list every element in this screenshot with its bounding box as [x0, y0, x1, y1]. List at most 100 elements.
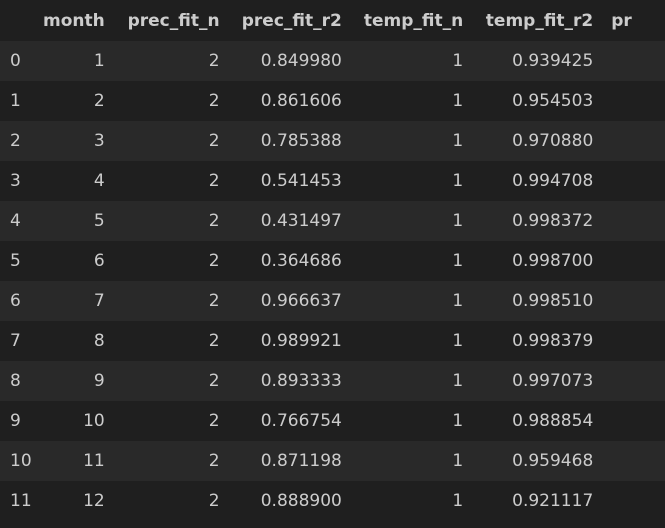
table-row: 1 2 2 0.861606 1 0.954503 [0, 81, 665, 121]
column-header-temp-fit-r2: temp_fit_r2 [485, 10, 594, 31]
cell-month: 8 [93, 331, 105, 351]
row-index: 2 [10, 131, 21, 151]
cell-prec-fit-r2: 0.871198 [260, 451, 342, 471]
cell-temp-fit-r2: 0.998510 [512, 291, 594, 311]
cell-prec-fit-r2: 0.766754 [260, 411, 342, 431]
cell-prec-fit-n: 2 [208, 291, 220, 311]
cell-month: 5 [93, 211, 105, 231]
table-row: 4 5 2 0.431497 1 0.998372 [0, 201, 665, 241]
cell-truncated [603, 41, 665, 81]
cell-truncated [603, 201, 665, 241]
cell-temp-fit-r2: 0.997073 [512, 371, 594, 391]
cell-temp-fit-n: 1 [452, 371, 464, 391]
cell-month: 2 [93, 91, 105, 111]
cell-truncated [603, 281, 665, 321]
cell-prec-fit-r2: 0.541453 [260, 171, 342, 191]
column-header-truncated: pr [611, 10, 632, 31]
cell-prec-fit-n: 2 [208, 91, 220, 111]
cell-truncated [603, 81, 665, 121]
table-row: 3 4 2 0.541453 1 0.994708 [0, 161, 665, 201]
table-row: 5 6 2 0.364686 1 0.998700 [0, 241, 665, 281]
cell-month: 12 [83, 491, 105, 511]
row-index: 7 [10, 331, 21, 351]
header-row: month prec_fit_n prec_fit_r2 temp_fit_n … [0, 0, 665, 41]
cell-prec-fit-n: 2 [208, 371, 220, 391]
column-header-month: month [42, 10, 105, 31]
row-index: 11 [10, 491, 32, 511]
cell-temp-fit-n: 1 [452, 51, 464, 71]
table-row: 7 8 2 0.989921 1 0.998379 [0, 321, 665, 361]
cell-truncated [603, 121, 665, 161]
cell-prec-fit-r2: 0.989921 [260, 331, 342, 351]
cell-truncated [603, 321, 665, 361]
cell-truncated [603, 361, 665, 401]
cell-prec-fit-r2: 0.966637 [260, 291, 342, 311]
cell-truncated [603, 481, 665, 521]
row-index: 8 [10, 371, 21, 391]
cell-prec-fit-r2: 0.861606 [260, 91, 342, 111]
cell-prec-fit-n: 2 [208, 451, 220, 471]
cell-prec-fit-n: 2 [208, 411, 220, 431]
cell-temp-fit-r2: 0.994708 [512, 171, 594, 191]
cell-truncated [603, 161, 665, 201]
cell-prec-fit-n: 2 [208, 211, 220, 231]
cell-prec-fit-n: 2 [208, 51, 220, 71]
cell-month: 6 [93, 251, 105, 271]
cell-temp-fit-n: 1 [452, 91, 464, 111]
cell-temp-fit-r2: 0.998700 [512, 251, 594, 271]
cell-temp-fit-r2: 0.954503 [512, 91, 594, 111]
cell-prec-fit-n: 2 [208, 331, 220, 351]
cell-prec-fit-r2: 0.431497 [260, 211, 342, 231]
cell-temp-fit-r2: 0.988854 [512, 411, 594, 431]
cell-temp-fit-r2: 0.970880 [512, 131, 594, 151]
cell-month: 10 [83, 411, 105, 431]
table-row: 8 9 2 0.893333 1 0.997073 [0, 361, 665, 401]
cell-temp-fit-n: 1 [452, 451, 464, 471]
cell-prec-fit-n: 2 [208, 491, 220, 511]
cell-temp-fit-r2: 0.998372 [512, 211, 594, 231]
table-row: 6 7 2 0.966637 1 0.998510 [0, 281, 665, 321]
cell-month: 7 [93, 291, 105, 311]
cell-temp-fit-n: 1 [452, 331, 464, 351]
cell-prec-fit-r2: 0.893333 [260, 371, 342, 391]
column-header-temp-fit-n: temp_fit_n [363, 10, 464, 31]
row-index: 4 [10, 211, 21, 231]
cell-truncated [603, 241, 665, 281]
table-row: 11 12 2 0.888900 1 0.921117 [0, 481, 665, 521]
cell-prec-fit-r2: 0.849980 [260, 51, 342, 71]
cell-month: 11 [83, 451, 105, 471]
cell-temp-fit-n: 1 [452, 251, 464, 271]
cell-temp-fit-r2: 0.998379 [512, 331, 594, 351]
cell-temp-fit-n: 1 [452, 291, 464, 311]
cell-prec-fit-r2: 0.364686 [260, 251, 342, 271]
row-index: 6 [10, 291, 21, 311]
table-row: 2 3 2 0.785388 1 0.970880 [0, 121, 665, 161]
cell-month: 9 [93, 371, 105, 391]
cell-prec-fit-n: 2 [208, 171, 220, 191]
cell-prec-fit-n: 2 [208, 131, 220, 151]
index-header [0, 0, 33, 41]
cell-month: 3 [93, 131, 105, 151]
cell-temp-fit-n: 1 [452, 491, 464, 511]
cell-prec-fit-r2: 0.888900 [260, 491, 342, 511]
row-index: 9 [10, 411, 21, 431]
cell-prec-fit-n: 2 [208, 251, 220, 271]
table-row: 0 1 2 0.849980 1 0.939425 [0, 41, 665, 81]
column-header-prec-fit-n: prec_fit_n [127, 10, 220, 31]
cell-temp-fit-r2: 0.921117 [512, 491, 594, 511]
row-index: 3 [10, 171, 21, 191]
table-row: 9 10 2 0.766754 1 0.988854 [0, 401, 665, 441]
row-index: 10 [10, 451, 32, 471]
cell-temp-fit-r2: 0.939425 [512, 51, 594, 71]
cell-truncated [603, 401, 665, 441]
row-index: 0 [10, 51, 21, 71]
cell-temp-fit-n: 1 [452, 131, 464, 151]
cell-temp-fit-r2: 0.959468 [512, 451, 594, 471]
cell-prec-fit-r2: 0.785388 [260, 131, 342, 151]
table-row: 10 11 2 0.871198 1 0.959468 [0, 441, 665, 481]
cell-temp-fit-n: 1 [452, 171, 464, 191]
cell-temp-fit-n: 1 [452, 411, 464, 431]
cell-month: 4 [93, 171, 105, 191]
